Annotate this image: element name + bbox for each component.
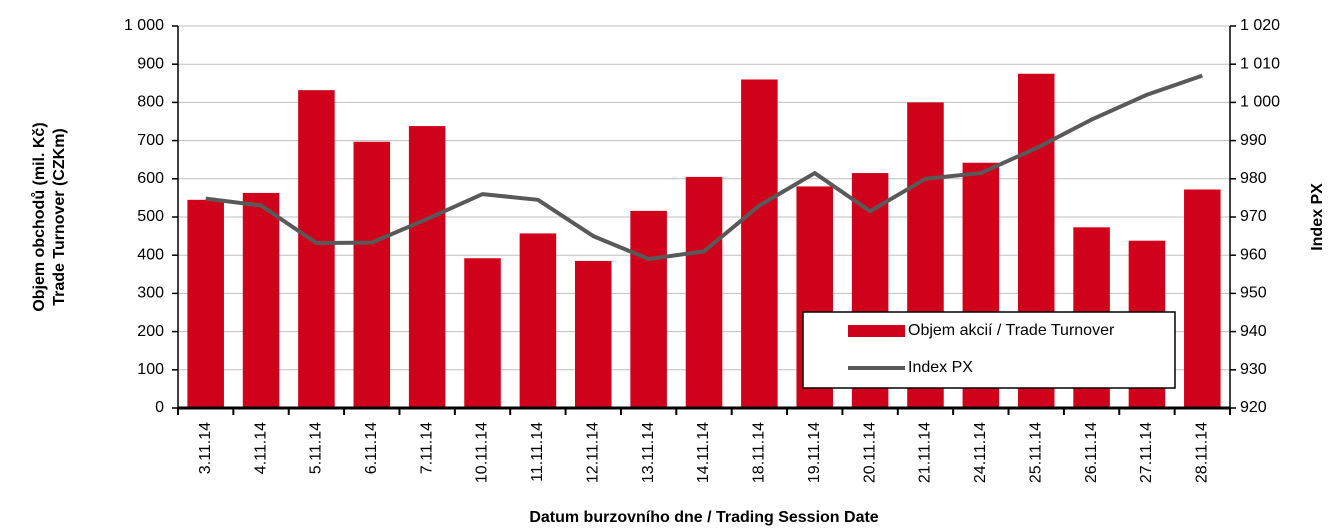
y2-tick-label: 960 <box>1240 246 1267 263</box>
y-tick-label: 300 <box>137 285 164 302</box>
x-tick-label: 27.11.14 <box>1138 422 1155 483</box>
x-tick-label: 25.11.14 <box>1027 422 1044 483</box>
y-tick-label: 600 <box>137 170 164 187</box>
y2-tick-label: 980 <box>1240 170 1267 187</box>
legend-label: Index PX <box>908 359 973 376</box>
y-tick-label: 900 <box>137 55 164 72</box>
x-tick-label: 6.11.14 <box>363 422 380 474</box>
x-tick-label: 5.11.14 <box>308 422 325 474</box>
line <box>205 73 1203 262</box>
y-axis-label: Objem obchodů (mil. Kč) <box>31 122 48 311</box>
y-tick-label: 0 <box>155 399 164 416</box>
y-tick-label: 200 <box>137 323 164 340</box>
x-tick-label: 10.11.14 <box>474 422 491 483</box>
y2-tick-label: 930 <box>1240 361 1267 378</box>
y2-axis-label: Index PX <box>1309 183 1326 251</box>
bar <box>298 90 335 409</box>
x-tick-label: 26.11.14 <box>1083 422 1100 483</box>
bar <box>519 233 557 408</box>
x-tick-label: 12.11.14 <box>584 422 601 483</box>
y-axis-label: Trade Turnover (CZKm) <box>51 128 68 306</box>
bar <box>408 126 446 409</box>
x-axis-label: Datum burzovního dne / Trading Session D… <box>529 509 878 526</box>
y-tick-label: 100 <box>137 361 164 378</box>
y-tick-label: 500 <box>137 208 164 225</box>
legend-swatch <box>848 325 905 337</box>
bar <box>574 260 612 408</box>
x-tick-label: 7.11.14 <box>418 422 435 474</box>
x-tick-label: 28.11.14 <box>1194 422 1211 483</box>
bar <box>741 79 778 408</box>
x-tick-label: 11.11.14 <box>529 422 546 482</box>
x-tick-label: 18.11.14 <box>751 422 768 483</box>
y2-tick-label: 1 010 <box>1240 55 1280 72</box>
x-tick-label: 21.11.14 <box>917 422 934 483</box>
y2-tick-label: 1 020 <box>1240 17 1280 34</box>
bar <box>685 176 723 408</box>
y-tick-label: 1 000 <box>124 17 164 34</box>
y2-tick-label: 970 <box>1240 208 1267 225</box>
x-tick-label: 14.11.14 <box>695 422 712 483</box>
x-tick-label: 13.11.14 <box>640 422 657 483</box>
y2-tick-label: 1 000 <box>1240 94 1280 111</box>
bar <box>1184 189 1221 408</box>
y-tick-label: 700 <box>137 132 164 149</box>
bar <box>242 192 280 408</box>
bar <box>464 258 501 408</box>
y-tick-label: 800 <box>137 94 164 111</box>
x-tick-label: 20.11.14 <box>861 422 878 483</box>
y2-tick-label: 920 <box>1240 399 1267 416</box>
legend-box <box>802 311 1176 389</box>
bar <box>187 199 224 408</box>
legend-label: Objem akcií / Trade Turnover <box>908 322 1115 339</box>
x-tick-label: 24.11.14 <box>972 422 989 483</box>
x-tick-label: 3.11.14 <box>197 422 214 474</box>
x-tick-label: 19.11.14 <box>806 422 823 483</box>
y2-tick-label: 950 <box>1240 285 1267 302</box>
x-tick-label: 4.11.14 <box>252 422 269 474</box>
bar <box>353 141 391 408</box>
y2-tick-label: 940 <box>1240 323 1267 340</box>
y-tick-label: 400 <box>137 246 164 263</box>
y2-tick-label: 990 <box>1240 132 1267 149</box>
bar <box>630 210 667 408</box>
